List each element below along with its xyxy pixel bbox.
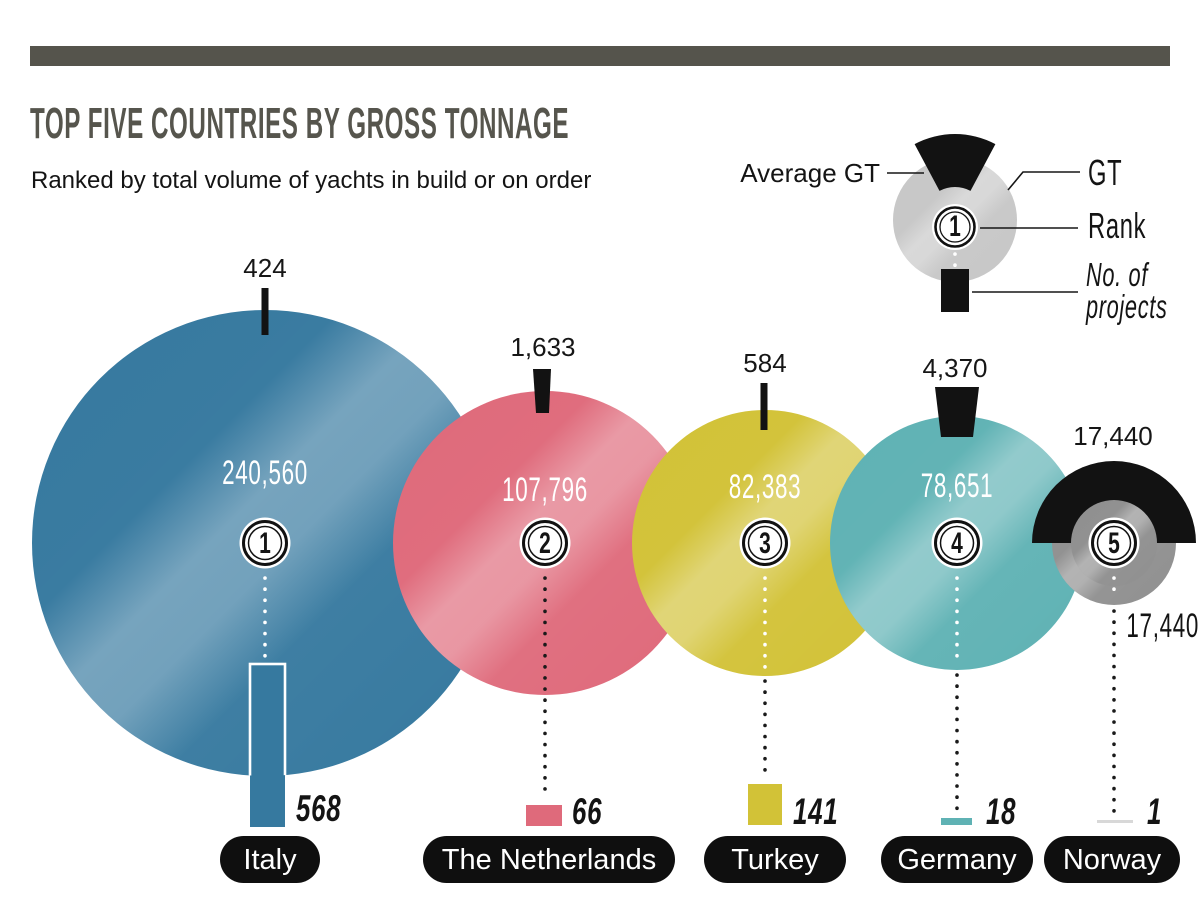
netherlands-projects-bar xyxy=(526,805,562,826)
legend-rank-badge-ring xyxy=(934,206,976,248)
netherlands-average-gt-value: 1,633 xyxy=(510,332,575,362)
legend-projects-label-line1: No. of xyxy=(1086,256,1150,293)
netherlands-gt-value: 107,796 xyxy=(502,471,588,509)
norway-gt-value: 17,440 xyxy=(1126,607,1199,645)
germany-rank: 4 xyxy=(951,528,963,560)
netherlands-rank-badge-ring xyxy=(522,520,568,566)
germany-gt-value: 78,651 xyxy=(921,467,994,505)
italy-label-pill xyxy=(220,836,320,883)
germany-label-pill xyxy=(881,836,1033,883)
italy-average-gt-value: 424 xyxy=(243,253,286,283)
turkey-average-gt-tick xyxy=(760,383,768,430)
legend-rank-badge-inner-ring xyxy=(939,211,971,243)
country-netherlands: 1,633 107,796 2 66 The Netherlands xyxy=(393,332,697,883)
italy-rank-badge-ring xyxy=(242,520,288,566)
turkey-average-gt-value: 584 xyxy=(743,348,786,378)
norway-rank-badge-ring xyxy=(1091,520,1137,566)
italy-projects-count: 568 xyxy=(296,787,341,829)
netherlands-label: The Netherlands xyxy=(442,844,656,876)
turkey-rank: 3 xyxy=(759,528,771,560)
country-italy: 424 240,560 1 568 Italy xyxy=(32,253,498,883)
turkey-projects-count: 141 xyxy=(793,790,838,832)
italy-projects-bar xyxy=(250,664,285,827)
netherlands-average-gt-wedge xyxy=(533,369,551,413)
top-divider-bar xyxy=(30,46,1170,66)
page-subtitle: Ranked by total volume of yachts in buil… xyxy=(31,167,591,194)
norway-projects-count: 1 xyxy=(1147,790,1162,832)
page-title: TOP FIVE COUNTRIES BY GROSS TONNAGE xyxy=(30,98,569,148)
italy-label: Italy xyxy=(243,844,297,876)
turkey-gt-value: 82,383 xyxy=(729,468,802,506)
italy-rank: 1 xyxy=(259,528,271,560)
netherlands-label-pill xyxy=(423,836,675,883)
turkey-rank-badge-inner-ring xyxy=(747,525,783,561)
norway-rank: 5 xyxy=(1108,528,1120,560)
italy-average-gt-tick xyxy=(261,288,269,335)
country-germany: 4,370 78,651 4 18 Germany xyxy=(830,353,1084,883)
germany-average-gt-wedge xyxy=(935,387,979,437)
norway-projects-bar xyxy=(1097,820,1133,823)
netherlands-rank: 2 xyxy=(539,528,551,560)
legend-gt-label: GT xyxy=(1088,153,1122,193)
legend-projects-bar xyxy=(941,269,969,312)
netherlands-rank-badge-inner-ring xyxy=(527,525,563,561)
norway-rank-badge-inner-ring xyxy=(1096,525,1132,561)
legend-average-gt-label: Average GT xyxy=(740,158,880,188)
turkey-projects-bar xyxy=(748,784,782,825)
legend-average-gt-wedge xyxy=(914,134,996,191)
country-turkey: 584 82,383 3 141 Turkey xyxy=(632,348,898,883)
germany-label: Germany xyxy=(897,844,1017,876)
turkey-label: Turkey xyxy=(731,844,819,876)
netherlands-projects-count: 66 xyxy=(572,790,602,832)
legend-rank-label: Rank xyxy=(1088,206,1146,246)
germany-average-gt-value: 4,370 xyxy=(922,353,987,383)
turkey-rank-badge-ring xyxy=(742,520,788,566)
legend: 1 Average GT GT Rank No. of projects xyxy=(740,134,1167,325)
germany-rank-badge-ring xyxy=(934,520,980,566)
turkey-label-pill xyxy=(704,836,846,883)
norway-label-pill xyxy=(1044,836,1180,883)
germany-projects-bar xyxy=(941,818,972,825)
norway-average-gt-value: 17,440 xyxy=(1073,421,1153,451)
germany-rank-badge-inner-ring xyxy=(939,525,975,561)
norway-label: Norway xyxy=(1063,844,1162,876)
legend-sample-rank: 1 xyxy=(949,211,961,243)
germany-projects-count: 18 xyxy=(986,790,1016,832)
legend-gt-line xyxy=(1007,171,1080,191)
italy-rank-badge-inner-ring xyxy=(247,525,283,561)
italy-gt-value: 240,560 xyxy=(222,454,308,492)
legend-projects-label-line2: projects xyxy=(1085,288,1167,325)
country-norway: 17,440 17,440 5 1 Norway xyxy=(1032,421,1199,883)
italy-projects-bar-outline xyxy=(248,662,287,776)
